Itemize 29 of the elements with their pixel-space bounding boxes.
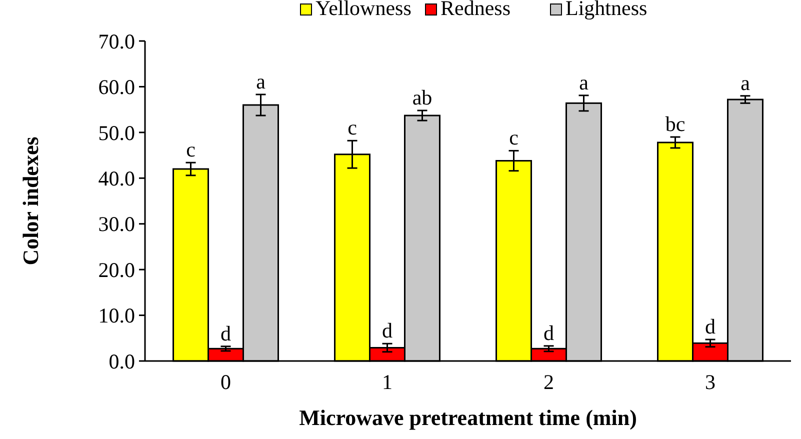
y-axis-title: Color indexes [18, 136, 43, 266]
x-axis-title: Microwave pretreatment time (min) [299, 405, 637, 430]
y-tick-label: 30.0 [98, 212, 135, 236]
x-tick-label: 1 [382, 370, 392, 394]
data-label: c [186, 138, 196, 162]
data-label: d [544, 320, 554, 345]
legend-label: Yellowness [316, 0, 412, 20]
data-label: a [579, 70, 590, 94]
data-label: a [740, 70, 751, 95]
y-tick-label: 40.0 [98, 166, 135, 190]
data-label: d [220, 321, 232, 346]
y-tick-label: 0.0 [108, 349, 135, 374]
data-label: c [509, 126, 518, 150]
legend-label: Lightness [566, 0, 648, 20]
y-tick-label: 60.0 [98, 75, 135, 100]
data-label: bc [665, 112, 686, 136]
data-label: d [705, 314, 716, 339]
data-label: d [382, 318, 393, 343]
y-tick-label: 10.0 [98, 304, 135, 328]
y-tick-label: 50.0 [98, 120, 135, 145]
data-label: c [348, 116, 357, 140]
x-tick-label: 0 [220, 370, 231, 394]
data-label: ab [412, 85, 432, 110]
x-tick-label: 3 [705, 370, 716, 394]
y-tick-label: 20.0 [98, 258, 135, 282]
x-tick-label: 2 [544, 370, 554, 394]
data-label: a [256, 69, 266, 94]
legend-label: Redness [440, 0, 510, 20]
y-tick-label: 70.0 [98, 29, 135, 54]
